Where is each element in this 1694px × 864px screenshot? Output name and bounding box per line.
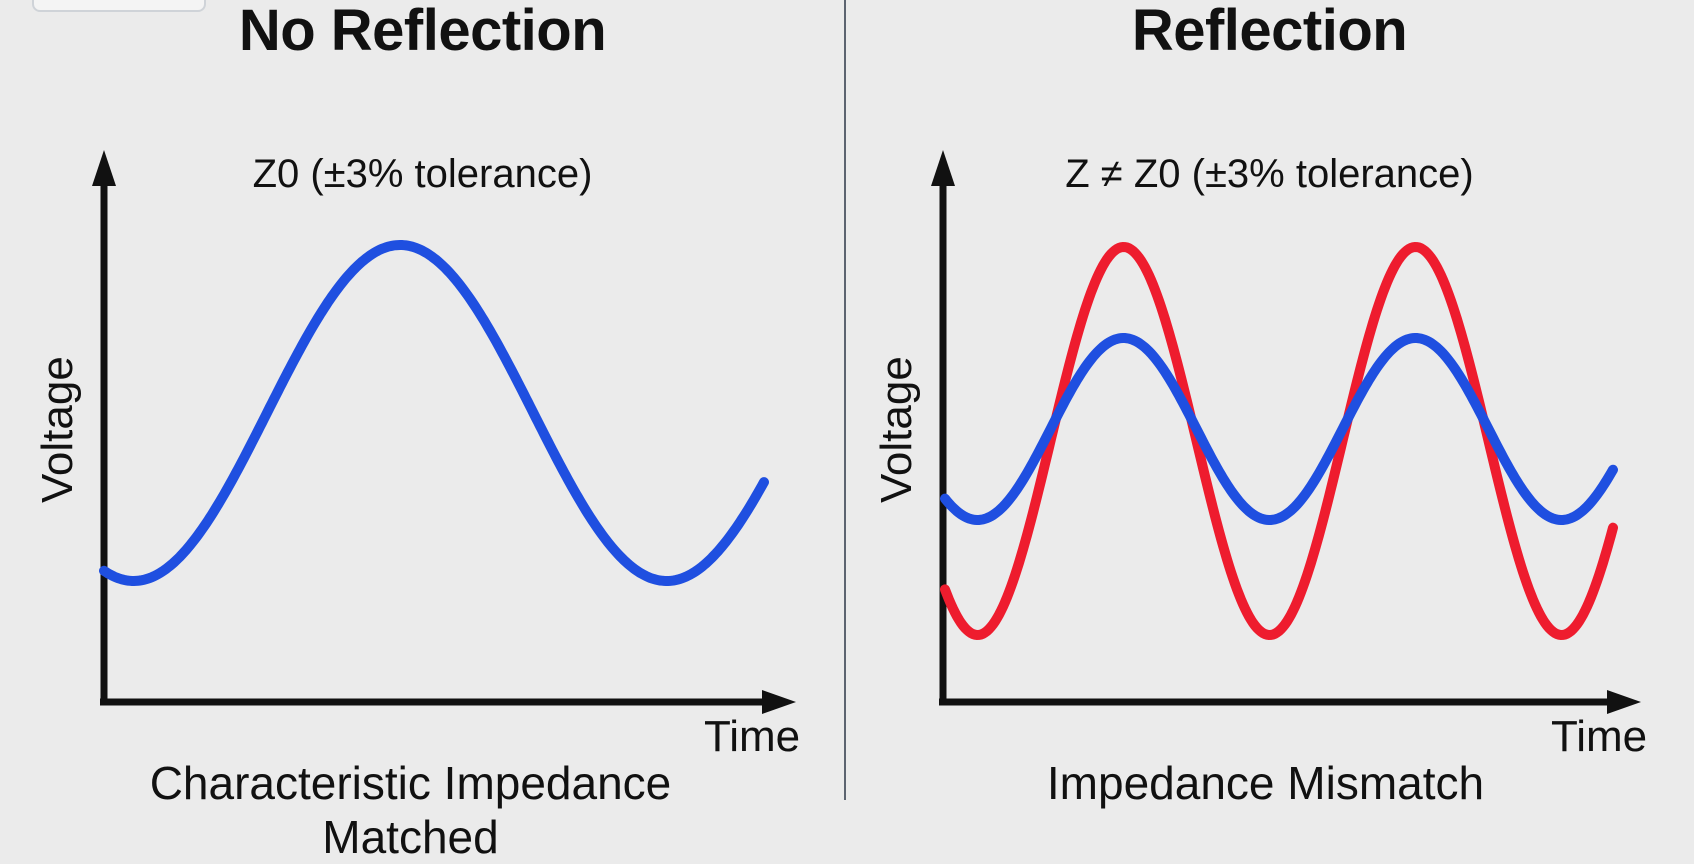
right-y-axis-arrow [931,150,955,186]
top-tab-fragment [32,0,206,12]
right-x-axis-label: Time [1551,712,1648,761]
left-matched-wave [99,240,769,586]
right-axes [931,150,1641,714]
left-panel-subtitle: Z0 (±3% tolerance) [252,152,593,196]
panel-divider [844,0,846,800]
right-caption: Impedance Mismatch [1046,757,1485,809]
left-panel: No Reflection Z0 (±3% tolerance) Voltage… [0,0,845,863]
right-plot [931,150,1641,714]
right-panel: Reflection Z ≠ Z0 (±3% tolerance) Voltag… [845,0,1694,858]
left-axes [92,150,796,714]
left-y-axis-label: Voltage [33,356,82,503]
left-x-axis-label: Time [704,712,801,761]
right-y-axis-label: Voltage [872,356,921,503]
left-x-axis-arrow [762,690,796,714]
left-panel-title: No Reflection [238,0,607,63]
right-panel-title: Reflection [1131,0,1408,63]
left-caption-line1: Characteristic Impedance [149,757,672,809]
left-y-axis-arrow [92,150,116,186]
right-x-axis-arrow [1607,690,1641,714]
right-panel-subtitle: Z ≠ Z0 (±3% tolerance) [1065,152,1474,196]
left-caption-line2: Matched [322,811,499,863]
left-plot [92,150,796,714]
right-incident-wave [940,333,1618,525]
